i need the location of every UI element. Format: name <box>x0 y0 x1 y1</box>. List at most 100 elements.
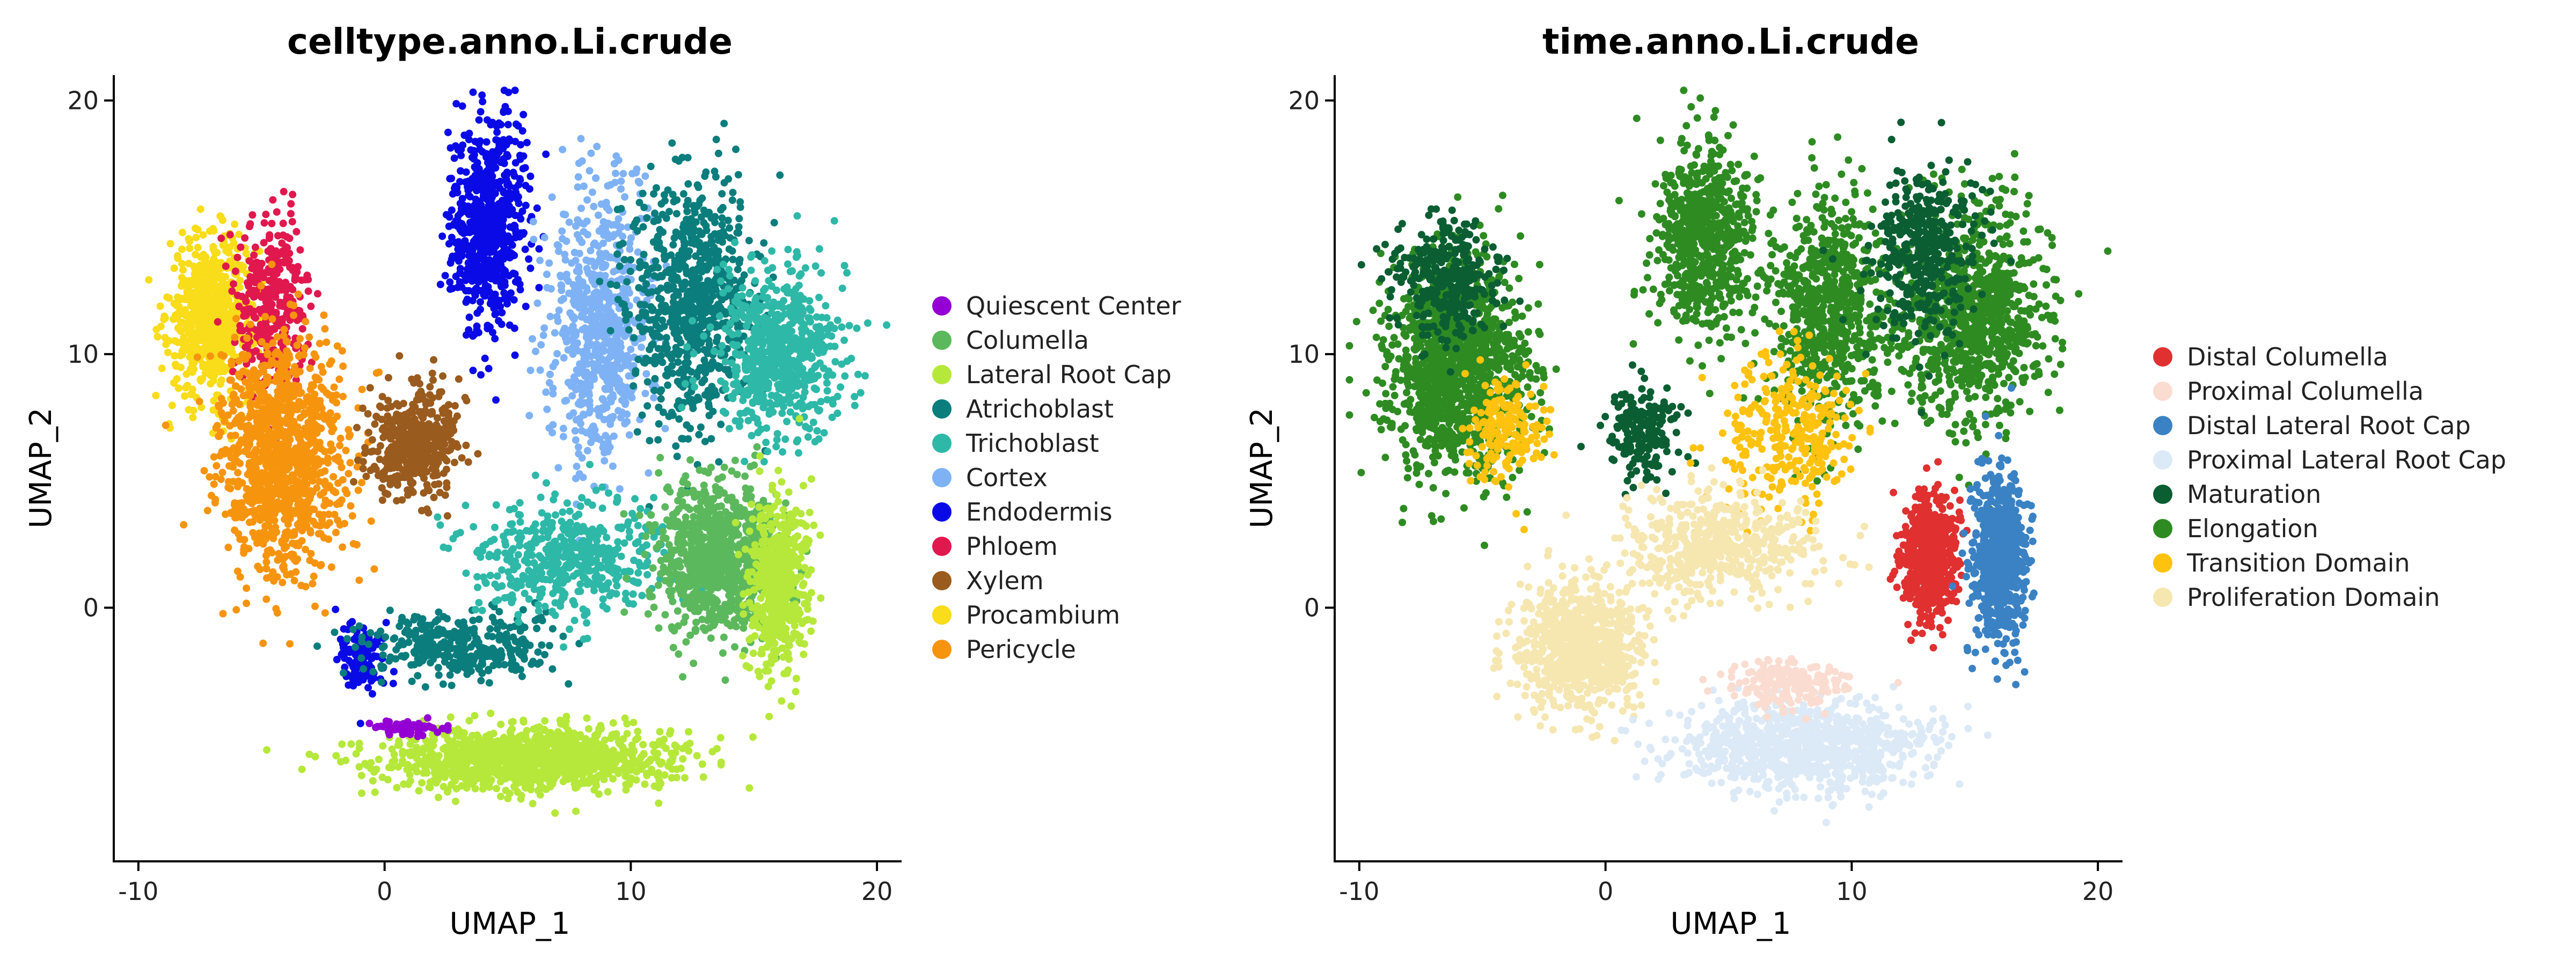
data-point <box>538 641 546 649</box>
data-point <box>254 562 262 570</box>
data-point <box>684 435 692 443</box>
data-point <box>307 302 315 310</box>
data-point <box>218 469 226 477</box>
data-point <box>453 216 462 224</box>
data-point <box>262 438 270 446</box>
data-point <box>235 230 243 238</box>
data-point <box>276 302 284 310</box>
data-point <box>310 572 318 580</box>
data-point <box>632 367 640 375</box>
data-point <box>260 530 268 538</box>
data-point <box>411 465 419 473</box>
data-point <box>254 396 262 404</box>
data-point <box>279 382 287 390</box>
data-point <box>290 576 298 584</box>
data-point <box>185 277 192 285</box>
data-point <box>593 143 601 150</box>
data-point <box>691 336 699 343</box>
data-point <box>654 436 662 444</box>
data-point <box>294 290 302 298</box>
data-point <box>705 400 713 408</box>
data-point <box>564 378 572 386</box>
data-point <box>599 239 607 247</box>
data-point <box>200 343 208 352</box>
data-point <box>254 428 262 436</box>
data-point <box>226 231 234 239</box>
data-point <box>522 303 530 310</box>
data-point <box>383 404 391 412</box>
data-point <box>705 263 713 271</box>
data-point <box>646 356 654 364</box>
data-point <box>213 248 221 257</box>
data-point <box>500 86 508 94</box>
data-point <box>215 401 223 409</box>
data-point <box>308 425 316 433</box>
data-point <box>740 271 748 279</box>
data-point <box>559 632 567 640</box>
data-point <box>407 455 415 463</box>
data-point <box>548 193 556 201</box>
data-point <box>358 404 367 412</box>
data-point <box>318 469 326 477</box>
data-point <box>262 565 270 573</box>
data-point <box>287 551 295 559</box>
data-point <box>214 259 222 267</box>
data-point <box>474 252 482 260</box>
data-point <box>577 420 584 428</box>
data-point <box>657 295 665 303</box>
data-point <box>694 393 702 401</box>
data-point <box>361 449 369 457</box>
data-point <box>653 314 661 323</box>
data-point <box>280 566 288 574</box>
data-point <box>258 338 266 346</box>
data-point <box>696 259 704 267</box>
data-point <box>270 275 278 283</box>
data-point <box>646 437 654 445</box>
data-point <box>440 417 448 425</box>
data-point <box>571 427 579 435</box>
data-point <box>597 254 605 262</box>
data-point <box>228 326 236 334</box>
data-point <box>473 159 481 167</box>
data-point <box>362 472 370 480</box>
data-point <box>667 353 675 360</box>
data-point <box>525 412 533 420</box>
data-point <box>684 391 692 399</box>
data-point <box>441 454 449 462</box>
data-point <box>273 208 281 216</box>
data-point <box>574 443 582 451</box>
data-point <box>716 230 724 238</box>
data-point <box>633 428 641 436</box>
data-point <box>309 580 317 588</box>
data-point <box>491 189 499 197</box>
data-point <box>303 503 311 511</box>
data-point <box>368 654 376 662</box>
data-point <box>507 289 515 297</box>
data-point <box>621 193 629 201</box>
data-point <box>457 145 465 153</box>
data-point <box>255 264 264 272</box>
data-point <box>695 430 703 438</box>
data-point <box>651 375 659 383</box>
data-point <box>420 489 428 497</box>
data-point <box>255 387 263 395</box>
data-point <box>243 599 251 608</box>
data-point <box>436 388 444 396</box>
data-point <box>436 281 444 288</box>
data-point <box>638 343 645 352</box>
data-point <box>553 350 561 358</box>
data-point <box>182 310 190 318</box>
data-point <box>575 470 583 478</box>
data-point <box>303 521 311 529</box>
data-point <box>664 186 672 194</box>
data-point <box>625 431 633 439</box>
data-point <box>224 411 232 419</box>
data-point <box>591 262 599 270</box>
data-point <box>693 240 701 248</box>
data-point <box>287 283 294 291</box>
data-point <box>289 488 297 496</box>
data-point <box>670 234 678 242</box>
data-point <box>378 496 386 504</box>
data-point <box>736 255 744 264</box>
